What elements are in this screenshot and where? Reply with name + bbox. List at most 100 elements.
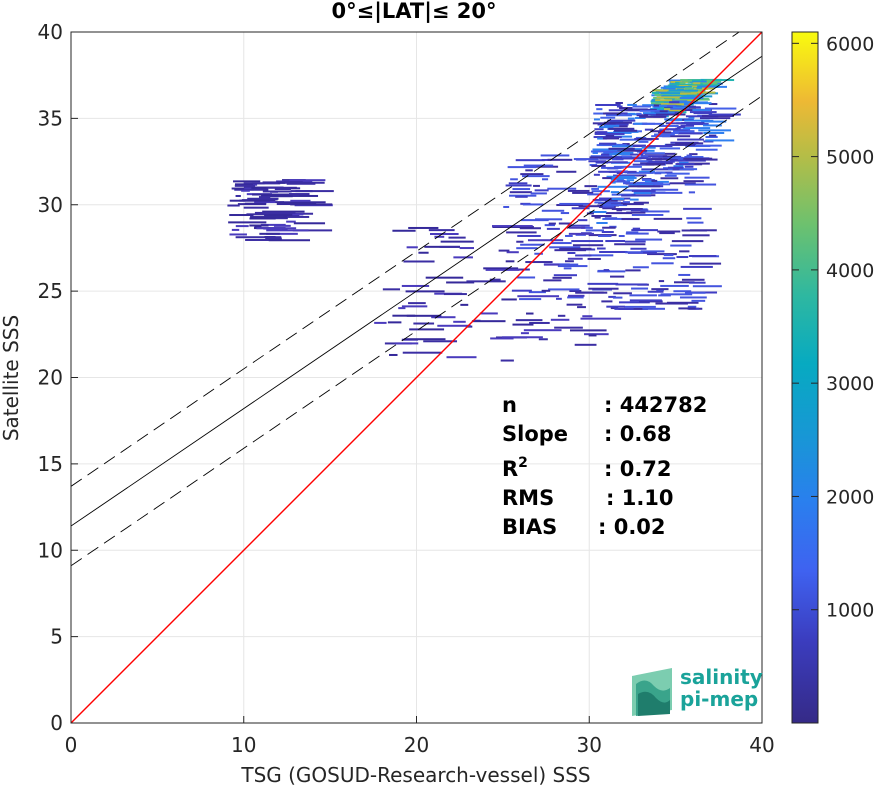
heatmap-cell	[653, 183, 671, 186]
heatmap-cell	[658, 280, 665, 283]
heatmap-cell	[541, 158, 551, 161]
heatmap-cell	[677, 159, 706, 162]
heatmap-cell	[638, 140, 649, 143]
heatmap-cell	[607, 119, 636, 122]
heatmap-cell	[628, 185, 661, 188]
heatmap-cell	[689, 153, 698, 156]
one-to-one-line	[71, 32, 762, 723]
heatmap-cell	[568, 226, 586, 229]
x-tick-label: 30	[577, 733, 602, 757]
heatmap-cell	[270, 190, 278, 193]
heatmap-cell	[706, 79, 712, 82]
heatmap-cell	[610, 191, 620, 194]
heatmap-cell	[581, 226, 593, 229]
heatmap-cell	[541, 178, 549, 181]
x-tick-label: 20	[404, 733, 429, 757]
heatmap-cell	[687, 305, 697, 308]
heatmap-cell	[601, 300, 613, 303]
heatmap-cell	[629, 198, 639, 201]
heatmap-cell	[453, 256, 473, 259]
y-axis-label: Satellite SSS	[0, 315, 23, 441]
stat-value: : 0.72	[604, 457, 672, 481]
heatmap-cell	[516, 247, 538, 250]
heatmap-cell	[553, 274, 578, 277]
heatmap-cell	[557, 265, 588, 268]
heatmap-cell	[616, 172, 623, 175]
heatmap-cell	[708, 103, 718, 106]
heatmap-cell	[591, 215, 612, 218]
heatmap-cell	[569, 290, 582, 293]
heatmap-cell	[262, 210, 305, 213]
heatmap-cell	[632, 227, 641, 230]
heatmap-cell	[635, 238, 663, 241]
heatmap-cell	[602, 226, 616, 229]
heatmap-cell	[418, 251, 429, 254]
heatmap-cell	[608, 147, 635, 150]
colorbar-ticks: 1000 2000 3000 4000 5000 6000	[792, 33, 874, 622]
heatmap-cell	[554, 249, 587, 252]
heatmap-cell	[665, 128, 678, 131]
heatmap-cell	[689, 111, 717, 114]
heatmap-cell	[654, 133, 675, 136]
heatmap-cell	[446, 356, 477, 359]
heatmap-cell	[254, 211, 296, 214]
colorbar	[792, 32, 818, 723]
heatmap-cell	[693, 82, 701, 85]
heatmap-cell	[287, 194, 319, 197]
heatmap-cell	[657, 131, 672, 134]
heatmap-cell	[392, 314, 416, 317]
heatmap-cell	[498, 249, 510, 252]
heatmap-cell	[605, 212, 633, 215]
heatmap-cell	[443, 293, 467, 296]
heatmap-cell	[625, 251, 643, 254]
heatmap-cell	[655, 113, 686, 116]
heatmap-cell	[684, 119, 710, 122]
heatmap-cell	[651, 135, 671, 138]
heatmap-cell	[283, 215, 310, 218]
heatmap-cell	[408, 226, 439, 229]
heatmap-cell	[265, 237, 282, 240]
heatmap-cell	[509, 191, 532, 194]
heatmap-cell	[651, 102, 669, 105]
heatmap-cell	[231, 187, 245, 190]
heatmap-cell	[439, 245, 460, 248]
heatmap-cell	[529, 321, 550, 324]
heatmap-cell	[596, 247, 606, 250]
heatmap-cell	[684, 156, 704, 159]
stat-label: n	[502, 393, 517, 417]
heatmap-cell	[602, 153, 631, 156]
heatmap-cell	[556, 204, 584, 207]
heatmap-cell	[254, 200, 276, 203]
heatmap-cell	[684, 176, 710, 179]
heatmap-cell	[680, 265, 713, 268]
heatmap-cell	[289, 179, 326, 182]
heatmap-cell	[666, 172, 690, 175]
heatmap-cell	[682, 95, 703, 98]
heatmap-cell	[679, 82, 686, 85]
heatmap-cell	[501, 298, 517, 301]
heatmap-cell	[657, 230, 681, 233]
heatmap-cell	[622, 203, 644, 206]
heatmap-cell	[641, 168, 675, 171]
heatmap-cell	[560, 212, 570, 215]
heatmap-cell	[529, 165, 559, 168]
heatmap-cell	[374, 321, 387, 324]
salinity-pi-mep-logo: salinity pi-mep	[632, 665, 763, 716]
heatmap-cell	[460, 303, 469, 306]
heatmap-cell	[259, 232, 280, 235]
heatmap-cell	[645, 163, 665, 166]
heatmap-cell	[471, 320, 506, 323]
heatmap-cell	[679, 84, 689, 87]
heatmap-cell	[618, 235, 625, 238]
heatmap-cell	[233, 180, 261, 183]
heatmap-cell	[567, 189, 590, 192]
heatmap-cell	[708, 113, 741, 116]
heatmap-cell	[669, 83, 700, 86]
heatmap-cell	[547, 187, 577, 190]
heatmap-cell	[591, 190, 610, 193]
y-tick-label: 40	[38, 20, 63, 44]
heatmap-cell	[606, 305, 625, 308]
heatmap-cell	[538, 338, 548, 341]
heatmap-cell	[584, 333, 609, 336]
heatmap-cell	[500, 359, 514, 362]
